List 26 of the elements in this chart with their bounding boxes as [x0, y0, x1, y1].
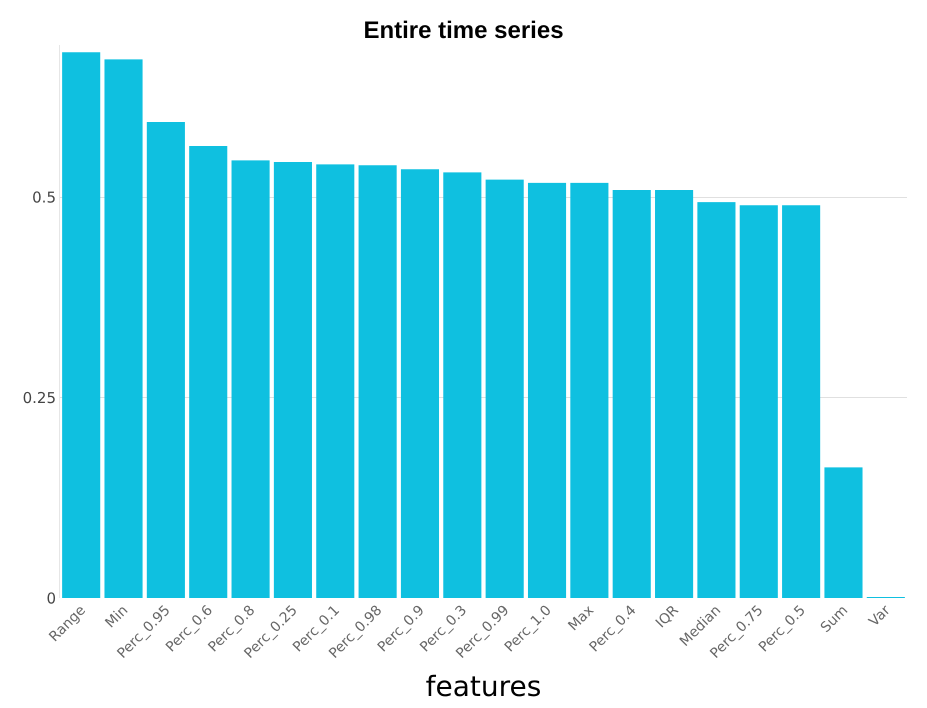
x-tick-label: IQR: [652, 602, 682, 632]
bar: [443, 172, 482, 598]
bar: [528, 182, 566, 598]
bar: [62, 52, 100, 598]
bar: [274, 162, 312, 598]
x-tick-label: Var: [866, 602, 894, 630]
bar: [824, 467, 863, 598]
bar: [232, 160, 270, 598]
y-tick-label: 0.25: [22, 388, 56, 407]
chart-title: Entire time series: [363, 17, 564, 44]
bar: [400, 169, 440, 598]
bar: [189, 146, 228, 598]
bar: [612, 190, 651, 598]
x-axis-title: features: [426, 670, 542, 703]
bar: [697, 202, 736, 598]
bar: [146, 122, 185, 598]
bar: [316, 164, 354, 598]
bar: [358, 165, 397, 598]
bar: [782, 205, 820, 598]
y-tick-label: 0.5: [32, 188, 56, 207]
bar: [104, 59, 143, 598]
y-tick-label: 0: [46, 589, 56, 608]
bar: [740, 205, 778, 598]
bar: [655, 190, 694, 598]
bar: [486, 180, 524, 598]
bar: [570, 182, 608, 598]
